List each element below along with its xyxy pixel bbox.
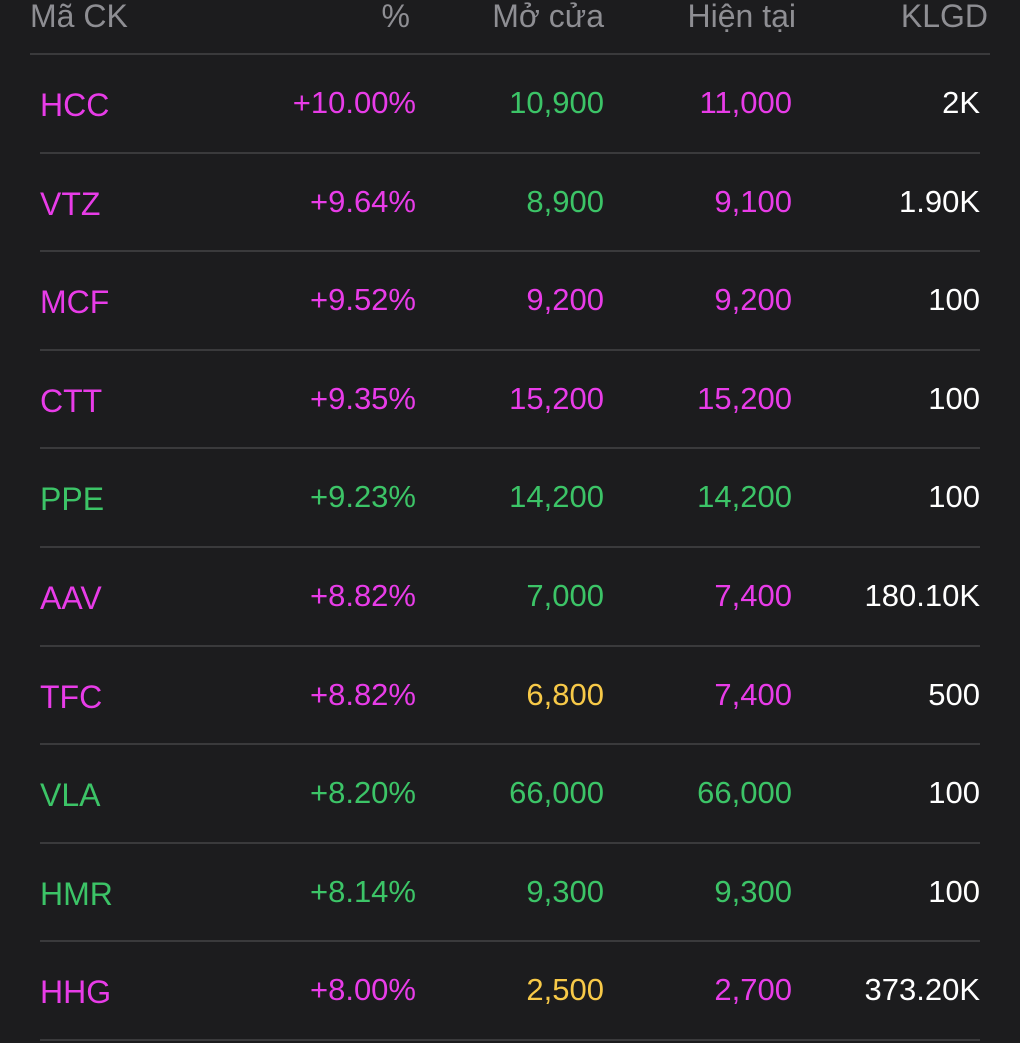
percent-change: +9.52%: [309, 282, 416, 318]
row-divider: [40, 1038, 980, 1041]
table-row[interactable]: VLA +8.20% 66,000 66,000 100: [0, 745, 1020, 844]
percent-change: +8.00%: [309, 972, 416, 1008]
column-header-symbol[interactable]: Mã CK: [30, 0, 128, 34]
open-price: 66,000: [509, 775, 604, 811]
row-divider: [40, 743, 980, 746]
row-divider: [40, 250, 980, 253]
column-header-volume[interactable]: KLGD: [900, 0, 988, 34]
current-price: 11,000: [699, 85, 792, 120]
table-row[interactable]: MCF +9.52% 9,200 9,200 100: [0, 252, 1020, 351]
stock-symbol: VTZ: [40, 185, 101, 222]
trading-volume: 1.90K: [898, 183, 980, 219]
open-price: 9,200: [526, 282, 604, 318]
trading-volume: 373.20K: [864, 972, 981, 1008]
current-price: 7,400: [714, 676, 792, 712]
percent-change: +10.00%: [292, 85, 416, 120]
current-price: 2,700: [714, 972, 792, 1008]
trading-volume: 100: [928, 873, 980, 909]
stock-list: HCC +10.00% 10,900 11,000 2K VTZ +9.64% 8,900 9,…: [0, 55, 1020, 1041]
current-price: 9,200: [714, 282, 792, 318]
table-row[interactable]: AAV +8.82% 7,000 7,400 180.10K: [0, 548, 1020, 647]
open-price: 2,500: [526, 972, 604, 1008]
open-price: 8,900: [526, 183, 604, 219]
percent-change: +8.82%: [309, 577, 416, 613]
open-price: 6,800: [526, 676, 604, 712]
stock-symbol: PPE: [40, 481, 105, 518]
current-price: 14,200: [697, 479, 792, 515]
trading-volume: 180.10K: [864, 577, 981, 613]
table-row[interactable]: VTZ +9.64% 8,900 9,100 1.90K: [0, 154, 1020, 253]
open-price: 15,200: [509, 380, 604, 416]
trading-volume: 100: [928, 479, 980, 515]
table-header: Mã CK % Mở cửa Hiện tại KLGD: [0, 0, 1020, 55]
current-price: 15,200: [697, 380, 792, 416]
table-row[interactable]: PPE +9.23% 14,200 14,200 100: [0, 449, 1020, 548]
open-price: 10,900: [509, 85, 604, 120]
trading-volume: 100: [928, 775, 980, 811]
percent-change: +8.14%: [309, 873, 416, 909]
trading-volume: 2K: [942, 85, 980, 120]
open-price: 7,000: [526, 577, 604, 613]
open-price: 9,300: [526, 873, 604, 909]
current-price: 66,000: [697, 775, 792, 811]
percent-change: +8.82%: [309, 676, 416, 712]
stock-symbol: HCC: [40, 87, 110, 123]
table-row[interactable]: TFC +8.82% 6,800 7,400 500: [0, 647, 1020, 746]
stock-symbol: MCF: [40, 284, 110, 321]
trading-volume: 100: [928, 380, 980, 416]
column-header-current[interactable]: Hiện tại: [687, 0, 797, 34]
percent-change: +9.23%: [309, 479, 416, 515]
stock-symbol: CTT: [40, 382, 103, 419]
row-divider: [40, 644, 980, 647]
row-divider: [40, 151, 980, 154]
stock-symbol: VLA: [40, 777, 101, 814]
table-row[interactable]: HMR +8.14% 9,300 9,300 100: [0, 844, 1020, 943]
current-price: 9,300: [714, 873, 792, 909]
open-price: 14,200: [509, 479, 604, 515]
row-divider: [40, 447, 980, 450]
percent-change: +8.20%: [309, 775, 416, 811]
current-price: 7,400: [714, 577, 792, 613]
current-price: 9,100: [714, 183, 792, 219]
stock-symbol: HHG: [40, 974, 112, 1011]
stock-symbol: HMR: [40, 875, 113, 912]
header-divider: [30, 53, 990, 55]
stock-symbol: TFC: [40, 678, 103, 715]
column-header-percent[interactable]: %: [381, 0, 410, 34]
stock-symbol: AAV: [40, 579, 102, 616]
table-row[interactable]: HCC +10.00% 10,900 11,000 2K: [0, 55, 1020, 154]
trading-volume: 100: [928, 282, 980, 318]
trading-volume: 500: [928, 676, 980, 712]
table-row[interactable]: CTT +9.35% 15,200 15,200 100: [0, 351, 1020, 450]
percent-change: +9.64%: [309, 183, 416, 219]
row-divider: [40, 841, 980, 844]
row-divider: [40, 940, 980, 943]
column-header-open[interactable]: Mở cửa: [492, 0, 604, 34]
percent-change: +9.35%: [309, 380, 416, 416]
row-divider: [40, 545, 980, 548]
table-row[interactable]: HHG +8.00% 2,500 2,700 373.20K: [0, 942, 1020, 1041]
row-divider: [40, 348, 980, 351]
